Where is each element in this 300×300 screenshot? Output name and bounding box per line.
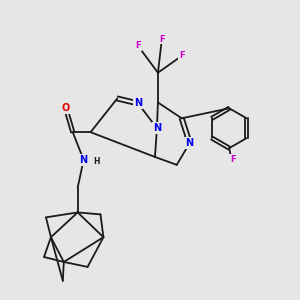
Text: N: N [153, 123, 161, 133]
Text: N: N [134, 98, 142, 108]
Text: F: F [159, 34, 165, 43]
Text: N: N [186, 138, 194, 148]
Text: F: F [230, 155, 236, 164]
Text: O: O [62, 103, 70, 113]
Text: N: N [80, 155, 88, 165]
Text: H: H [93, 157, 100, 166]
Text: F: F [135, 41, 141, 50]
Text: F: F [179, 51, 184, 60]
